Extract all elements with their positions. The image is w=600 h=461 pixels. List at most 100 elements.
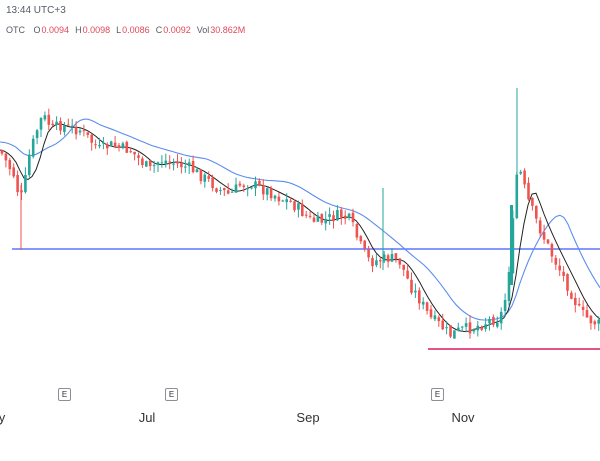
candle-up-body — [156, 162, 160, 165]
candle-down-body — [523, 170, 526, 185]
candle-down-body — [367, 249, 370, 258]
candle-up-body — [597, 319, 600, 324]
candle-down-body — [554, 257, 558, 265]
candle-down-body — [258, 180, 261, 186]
candle-down-body — [0, 150, 4, 154]
candle-up-body — [414, 290, 417, 293]
candle-up-body — [457, 327, 460, 331]
x-axis-label-nov: Nov — [451, 410, 475, 425]
candle-down-body — [437, 317, 441, 322]
candle-up-body — [98, 145, 101, 147]
candle-down-body — [410, 279, 413, 293]
exchange-label: OTC — [6, 25, 25, 35]
candle-down-body — [223, 188, 226, 191]
candle-up-body — [273, 195, 277, 199]
candle-up-body — [254, 181, 257, 189]
candle-down-body — [47, 114, 51, 125]
candle-down-body — [535, 205, 538, 219]
candle-down-body — [117, 145, 121, 148]
candle-up-body — [476, 325, 480, 331]
candle-down-body — [570, 292, 573, 299]
candle-down-body — [355, 223, 359, 238]
candle-down-body — [406, 270, 409, 279]
candle-up-body — [203, 174, 207, 182]
candle-down-body — [363, 240, 366, 249]
candle-down-body — [574, 297, 577, 306]
candle-down-body — [562, 271, 565, 276]
candle-down-body — [137, 155, 140, 158]
candle-down-body — [593, 321, 597, 325]
candle-down-body — [480, 327, 483, 330]
candle-up-body — [234, 184, 238, 193]
candle-down-body — [550, 244, 554, 257]
candle-up-body — [63, 125, 66, 132]
candle-up-body — [102, 142, 105, 144]
candle-down-body — [542, 232, 546, 240]
open-label: O — [33, 25, 41, 35]
candle-up-body — [503, 299, 507, 312]
candle-down-body — [379, 260, 382, 262]
candle-up-body — [433, 315, 437, 320]
candle-down-body — [168, 161, 171, 163]
low-label: L — [116, 25, 122, 35]
candle-up-body — [488, 318, 491, 324]
candle-up-body — [35, 130, 39, 139]
candle-down-body — [332, 215, 335, 222]
candle-down-body — [238, 183, 242, 186]
candle-down-body — [211, 177, 214, 189]
candle-down-body — [94, 144, 97, 146]
candle-up-body — [187, 162, 191, 167]
candle-down-body — [12, 167, 15, 177]
candle-down-body — [351, 212, 355, 223]
candle-up-body — [421, 301, 425, 305]
candle-down-body — [289, 200, 292, 202]
candle-up-body — [375, 260, 378, 266]
candle-down-body — [16, 175, 19, 193]
candle-up-body — [246, 188, 249, 190]
candle-down-body — [304, 214, 308, 216]
candle-down-body — [538, 220, 542, 234]
open-value: 0.0094 — [41, 25, 70, 35]
candle-up-body — [316, 215, 320, 222]
candle-down-body — [343, 215, 347, 219]
candle-up-body — [285, 199, 288, 203]
candle-down-body — [191, 160, 195, 173]
candle-down-body — [8, 160, 12, 170]
candle-down-body — [67, 124, 70, 126]
candle-down-body — [577, 303, 581, 306]
candle-down-body — [82, 130, 86, 132]
candle-up-body — [152, 165, 156, 167]
candle-up-body — [78, 130, 82, 133]
candle-down-body — [113, 142, 117, 147]
candle-down-body — [199, 169, 203, 182]
candle-up-body — [184, 166, 187, 168]
earnings-badge-3[interactable]: E — [431, 388, 444, 401]
candle-down-body — [207, 176, 210, 179]
candle-down-body — [585, 310, 589, 318]
x-axis-label-sep: Sep — [296, 410, 320, 425]
candle-down-body — [359, 236, 363, 242]
candle-down-body — [425, 302, 429, 311]
candle-down-body — [262, 185, 265, 195]
earnings-badge-2[interactable]: E — [165, 388, 178, 401]
candle-down-body — [141, 158, 144, 166]
candle-down-body — [441, 320, 444, 330]
candle-down-body — [386, 255, 390, 262]
candle-up-body — [297, 203, 300, 210]
candle-up-body — [382, 254, 386, 262]
earnings-badge-1[interactable]: E — [58, 388, 71, 401]
high-value: 0.0098 — [82, 25, 111, 35]
candle-down-body — [320, 213, 324, 223]
close-label: C — [155, 25, 163, 35]
candle-up-body — [39, 117, 43, 130]
candle-down-body — [312, 217, 316, 222]
candle-up-body — [230, 191, 234, 193]
ohlc-legend: OTC O0.0094 H0.0098 L0.0086 C0.0092 Vol3… — [6, 25, 246, 35]
volume-label: Vol — [196, 25, 210, 35]
candle-up-body — [24, 174, 27, 193]
candle-up-body — [109, 141, 113, 147]
x-axis-label-y: y — [0, 410, 6, 425]
candle-up-body — [324, 218, 327, 224]
candle-down-body — [74, 127, 78, 135]
